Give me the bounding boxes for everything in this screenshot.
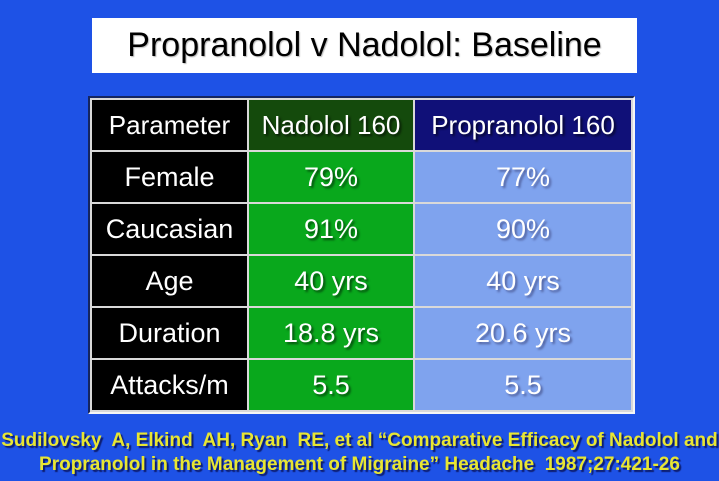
- row-label: Age: [92, 256, 247, 306]
- nadolol-value: 5.5: [249, 360, 413, 410]
- column-header-nadolol: Nadolol 160: [249, 100, 413, 150]
- citation-line-1: Sudilovsky A, Elkind AH, Ryan RE, et al …: [1, 430, 718, 451]
- table-row: Caucasian 91% 90%: [92, 204, 631, 254]
- table-row: Duration 18.8 yrs 20.6 yrs: [92, 308, 631, 358]
- propranolol-value: 5.5: [415, 360, 631, 410]
- slide-title: Propranolol v Nadolol: Baseline: [127, 26, 602, 64]
- citation: Sudilovsky A, Elkind AH, Ryan RE, et al …: [0, 429, 719, 477]
- table-row: Female 79% 77%: [92, 152, 631, 202]
- row-label: Attacks/m: [92, 360, 247, 410]
- row-label: Female: [92, 152, 247, 202]
- nadolol-value: 79%: [249, 152, 413, 202]
- nadolol-value: 18.8 yrs: [249, 308, 413, 358]
- propranolol-value: 20.6 yrs: [415, 308, 631, 358]
- row-label: Caucasian: [92, 204, 247, 254]
- nadolol-value: 40 yrs: [249, 256, 413, 306]
- comparison-table: Parameter Nadolol 160 Propranolol 160 Fe…: [88, 96, 635, 414]
- table-row: Age 40 yrs 40 yrs: [92, 256, 631, 306]
- propranolol-value: 90%: [415, 204, 631, 254]
- table-row: Attacks/m 5.5 5.5: [92, 360, 631, 410]
- nadolol-value: 91%: [249, 204, 413, 254]
- propranolol-value: 77%: [415, 152, 631, 202]
- propranolol-value: 40 yrs: [415, 256, 631, 306]
- row-label: Duration: [92, 308, 247, 358]
- table-header-row: Parameter Nadolol 160 Propranolol 160: [92, 100, 631, 150]
- title-box: Propranolol v Nadolol: Baseline: [92, 18, 637, 73]
- column-header-parameter: Parameter: [92, 100, 247, 150]
- column-header-propranolol: Propranolol 160: [415, 100, 631, 150]
- citation-line-2: Propranolol in the Management of Migrain…: [39, 454, 680, 475]
